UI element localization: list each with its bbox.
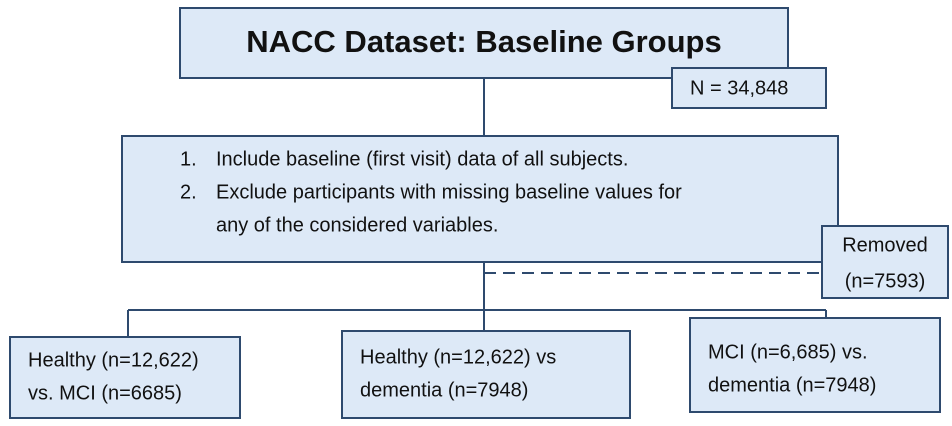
steps: 1. Include baseline (first visit) data of… bbox=[180, 148, 682, 236]
step-text: Include baseline (first visit) data of a… bbox=[216, 148, 628, 170]
removed: Removed (n=7593) bbox=[842, 234, 928, 292]
total-box bbox=[671, 67, 827, 109]
group-text: dementia (n=7948) bbox=[360, 379, 528, 401]
total: N = 34,848 bbox=[690, 77, 788, 99]
group-text: MCI (n=6,685) vs. bbox=[708, 341, 868, 363]
group-text: Healthy (n=12,622) bbox=[28, 349, 199, 371]
step-text: any of the considered variables. bbox=[216, 214, 498, 236]
title: NACC Dataset: Baseline Groups bbox=[246, 24, 721, 59]
group-box bbox=[9, 336, 241, 419]
group-text: vs. MCI (n=6685) bbox=[28, 382, 182, 404]
steps-box bbox=[121, 135, 839, 263]
group-text: Healthy (n=12,622) vs bbox=[360, 346, 556, 368]
group-box bbox=[341, 330, 631, 419]
removed-text: (n=7593) bbox=[845, 270, 926, 292]
step-number: 2. bbox=[180, 181, 197, 203]
title-box bbox=[179, 7, 789, 79]
removed-text: Removed bbox=[842, 234, 928, 256]
removed-box bbox=[821, 225, 949, 299]
step-number: 1. bbox=[180, 148, 197, 170]
group-box bbox=[689, 317, 941, 413]
groups: Healthy (n=12,622) vs. MCI (n=6685) Health… bbox=[28, 341, 876, 404]
group-text: dementia (n=7948) bbox=[708, 374, 876, 396]
step-text: Exclude participants with missing baseli… bbox=[216, 181, 682, 203]
